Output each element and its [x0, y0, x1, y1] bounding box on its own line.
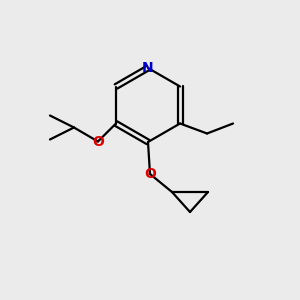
- Text: N: N: [142, 61, 154, 75]
- Text: O: O: [144, 167, 156, 181]
- Text: O: O: [92, 134, 104, 148]
